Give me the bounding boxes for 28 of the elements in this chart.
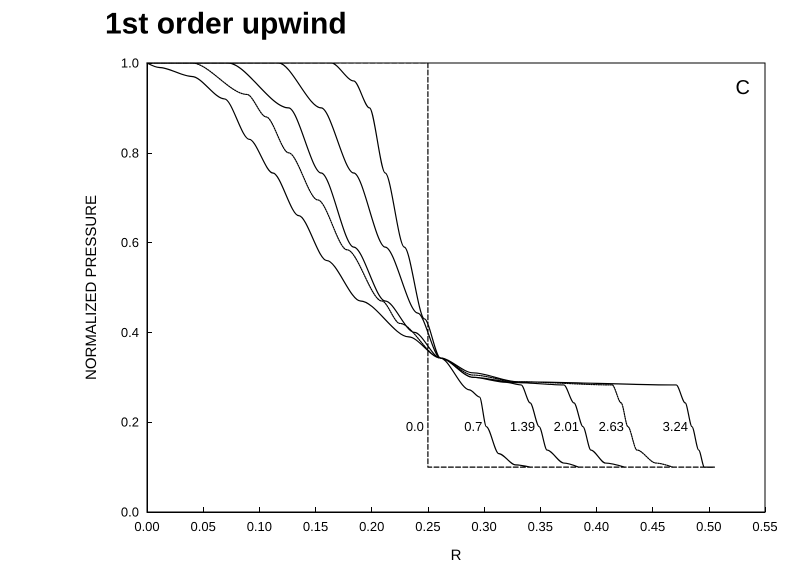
series-label: 2.01 <box>554 419 579 434</box>
series-label: 1.39 <box>510 419 536 434</box>
x-tick-label: 0.25 <box>415 519 441 534</box>
x-tick-label: 0.00 <box>134 519 160 534</box>
x-tick-label: 0.05 <box>190 519 216 534</box>
x-tick-label: 0.50 <box>696 519 722 534</box>
y-tick-label: 0.4 <box>120 324 139 340</box>
y-tick-label: 0.6 <box>120 235 139 250</box>
x-axis-title: R <box>450 547 462 564</box>
y-tick-label: 0.8 <box>120 145 139 160</box>
annotation: C <box>736 77 750 99</box>
y-tick-label: 0.0 <box>120 504 139 520</box>
x-tick-label: 0.35 <box>528 519 553 534</box>
x-tick-label: 0.30 <box>471 519 497 534</box>
series-label: 3.24 <box>662 419 688 434</box>
x-tick-label: 0.45 <box>640 519 666 534</box>
series-label: 0.7 <box>464 419 482 434</box>
y-axis-title: NORMALIZED PRESSURE <box>83 194 100 380</box>
x-tick-label: 0.15 <box>302 519 328 534</box>
x-tick-label: 0.55 <box>752 519 778 534</box>
series-label: 0.0 <box>406 419 424 434</box>
x-tick-label: 0.20 <box>359 519 384 534</box>
series-label: 2.63 <box>598 419 624 434</box>
x-tick-label: 0.10 <box>246 519 272 534</box>
chart-title: 1st order upwind <box>105 8 347 40</box>
y-tick-label: 1.0 <box>120 56 139 70</box>
x-tick-label: 0.40 <box>584 519 610 534</box>
y-tick-label: 0.2 <box>120 414 139 430</box>
